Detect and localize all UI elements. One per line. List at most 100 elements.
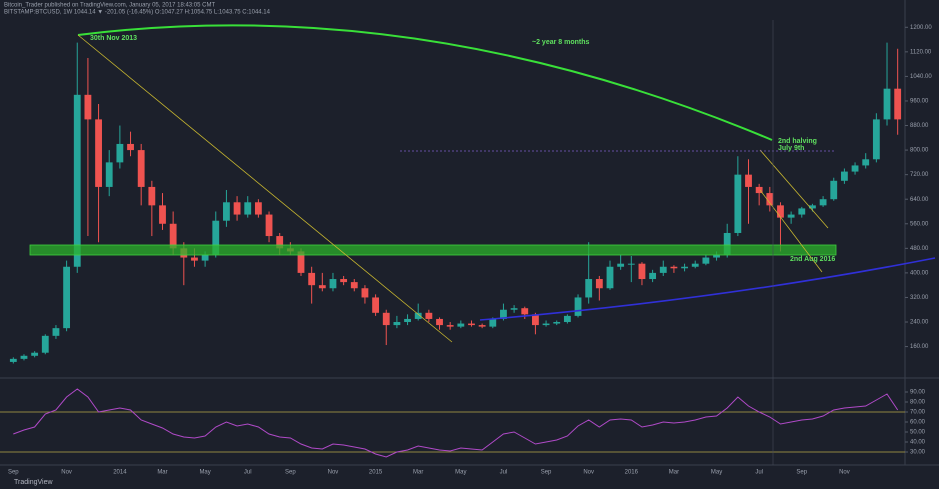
x-tick-label: Nov <box>839 470 850 476</box>
candle-body <box>627 263 635 265</box>
x-tick-label: Mar <box>413 470 423 476</box>
candle-body <box>105 162 113 187</box>
candle-body <box>787 214 795 218</box>
y-tick-label: 800.00 <box>910 148 929 154</box>
x-tick-label: Sep <box>285 470 296 476</box>
annotation: 30th Nov 2013 <box>90 35 137 42</box>
candle-body <box>41 335 49 353</box>
y-tick-label: 400.00 <box>910 270 929 276</box>
candle-body <box>563 315 571 323</box>
candle-body <box>372 297 379 313</box>
candle-body <box>212 220 220 255</box>
candle-body <box>766 193 774 206</box>
candle-body <box>127 143 134 151</box>
candle-body <box>52 328 60 336</box>
trend-line <box>77 34 453 343</box>
y-tick-label: 1040.00 <box>910 74 932 80</box>
candle-body <box>20 355 28 359</box>
candle-body <box>500 309 507 319</box>
x-tick-label: May <box>199 470 210 476</box>
candle-body <box>191 257 198 261</box>
y-tick-label: 480.00 <box>910 246 929 252</box>
candle-body <box>649 272 657 280</box>
candle-body <box>308 272 316 286</box>
y-tick-label: 1200.00 <box>910 25 932 31</box>
candle-body <box>478 325 486 327</box>
candle-body <box>681 266 688 269</box>
candle-body <box>169 223 177 249</box>
candle-body <box>414 312 422 319</box>
candle-body <box>830 180 838 200</box>
candle-body <box>457 323 465 327</box>
candle-body <box>436 318 443 326</box>
candle-body <box>595 279 603 289</box>
candle-body <box>201 254 209 261</box>
y-tick-label: 720.00 <box>910 172 929 178</box>
y-tick-label: 960.00 <box>910 99 929 105</box>
candle-body <box>265 214 273 237</box>
footer: TradingView <box>14 479 53 486</box>
x-tick-label: 2015 <box>369 470 383 476</box>
candle-body <box>489 318 497 327</box>
candle-body <box>532 314 539 326</box>
candle-body <box>872 119 880 160</box>
candle-body <box>382 312 390 326</box>
candle-body <box>617 263 625 267</box>
y-tick-label: 560.00 <box>910 221 929 227</box>
candle-body <box>425 312 433 319</box>
candle-body <box>276 236 284 249</box>
candle-body <box>894 88 902 120</box>
y-tick-label: 1120.00 <box>910 49 932 55</box>
candle-body <box>233 202 241 215</box>
candle-body <box>329 279 337 289</box>
arc-blue <box>479 257 936 321</box>
candle-body <box>819 199 827 206</box>
candle-body <box>159 205 166 224</box>
candle-body <box>840 171 848 181</box>
candle-body <box>798 208 806 215</box>
candle-body <box>95 119 102 187</box>
candle-body <box>244 202 252 215</box>
candle-body <box>521 308 529 315</box>
x-tick-label: 2014 <box>113 470 127 476</box>
candle-body <box>574 297 582 316</box>
rsi-tick-label: 40.00 <box>910 440 926 446</box>
y-tick-label: 240.00 <box>910 320 929 326</box>
x-tick-label: Sep <box>8 470 19 476</box>
annotation: 2nd halving <box>778 138 817 145</box>
drawings <box>29 20 936 465</box>
x-tick-label: Mar <box>669 470 679 476</box>
candle-body <box>862 159 870 166</box>
x-tick-label: Nov <box>61 470 72 476</box>
x-tick-label: Jul <box>244 470 252 476</box>
x-tick-label: Jul <box>755 470 763 476</box>
candle-body <box>350 282 358 289</box>
rsi-tick-label: 90.00 <box>910 390 926 396</box>
candle-body <box>361 288 369 298</box>
candle-body <box>223 202 230 221</box>
candle-body <box>755 186 763 194</box>
candle-body <box>851 165 859 172</box>
x-tick-label: May <box>711 470 722 476</box>
channel-line <box>759 189 823 273</box>
candle-body <box>254 202 262 215</box>
rsi-tick-label: 70.00 <box>910 410 926 416</box>
x-tick-label: Nov <box>328 470 339 476</box>
candle-body <box>297 251 305 273</box>
candle-body <box>638 263 646 280</box>
candle-body <box>340 279 348 283</box>
candle-body <box>63 266 71 329</box>
annotation: July 9th <box>778 145 804 152</box>
rsi-tick-label: 50.00 <box>910 430 926 436</box>
candle-body <box>542 323 550 326</box>
header: Bitcoin_Trader published on TradingView.… <box>4 3 215 9</box>
y-tick-label: 880.00 <box>910 123 929 129</box>
x-tick-label: May <box>455 470 466 476</box>
x-tick-label: Sep <box>796 470 807 476</box>
x-tick-label: 2016 <box>625 470 639 476</box>
candle-body <box>553 322 561 324</box>
candle-body <box>745 174 752 187</box>
